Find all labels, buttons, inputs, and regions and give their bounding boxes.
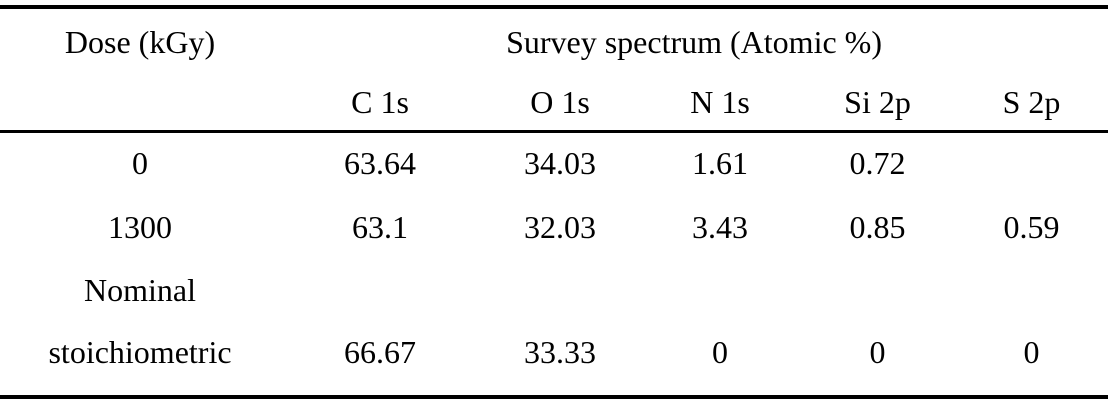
row-label: 0 xyxy=(132,145,148,182)
column-header-si2p: Si 2p xyxy=(800,75,955,133)
table-cell-empty xyxy=(955,131,1108,195)
table-cell: 0.59 xyxy=(1003,208,1060,245)
row-label-line-2: stoichiometric xyxy=(48,334,232,370)
column-header-o1s: O 1s xyxy=(480,75,640,133)
table-header-row-species: C 1s O 1s N 1s Si 2p S 2p xyxy=(0,75,1108,133)
column-header-s2p: S 2p xyxy=(955,75,1108,133)
table-cell: 0.85 xyxy=(849,208,906,245)
table-row-dose-0: 0 63.64 34.03 1.61 0.72 xyxy=(0,131,1108,195)
column-header-empty xyxy=(0,75,280,133)
table-cell: 0 xyxy=(869,334,886,370)
column-header-group-survey-spectrum: Survey spectrum (Atomic %) xyxy=(506,23,882,60)
table-cell: 0 xyxy=(712,334,728,370)
column-header-n1s: N 1s xyxy=(640,75,800,133)
column-header-dose: Dose (kGy) xyxy=(64,23,216,60)
table-cell: 0 xyxy=(1023,334,1040,370)
table-cell: 32.03 xyxy=(524,208,596,245)
table-header-row-group: Dose (kGy) Survey spectrum (Atomic %) xyxy=(0,7,1108,75)
table-cell: 33.33 xyxy=(524,334,596,370)
table-cell: 63.1 xyxy=(352,208,408,245)
table-cell: 34.03 xyxy=(524,145,596,182)
table-cell: 3.43 xyxy=(692,208,748,245)
table-cell: 0.72 xyxy=(849,145,906,182)
table-row-nominal-stoichiometric: Nominal stoichiometric 66.67 33.33 0 0 0 xyxy=(0,259,1108,397)
row-label: Nominal stoichiometric xyxy=(0,259,280,397)
table-cell: 1.61 xyxy=(692,145,748,182)
table-cell: 66.67 xyxy=(344,334,416,370)
row-label: 1300 xyxy=(108,208,172,245)
xps-survey-table: Dose (kGy) Survey spectrum (Atomic %) C … xyxy=(0,5,1108,399)
table-cell: 63.64 xyxy=(344,145,416,182)
row-label-line-1: Nominal xyxy=(84,272,196,308)
table-row-dose-1300: 1300 63.1 32.03 3.43 0.85 0.59 xyxy=(0,195,1108,259)
column-header-c1s: C 1s xyxy=(280,75,480,133)
